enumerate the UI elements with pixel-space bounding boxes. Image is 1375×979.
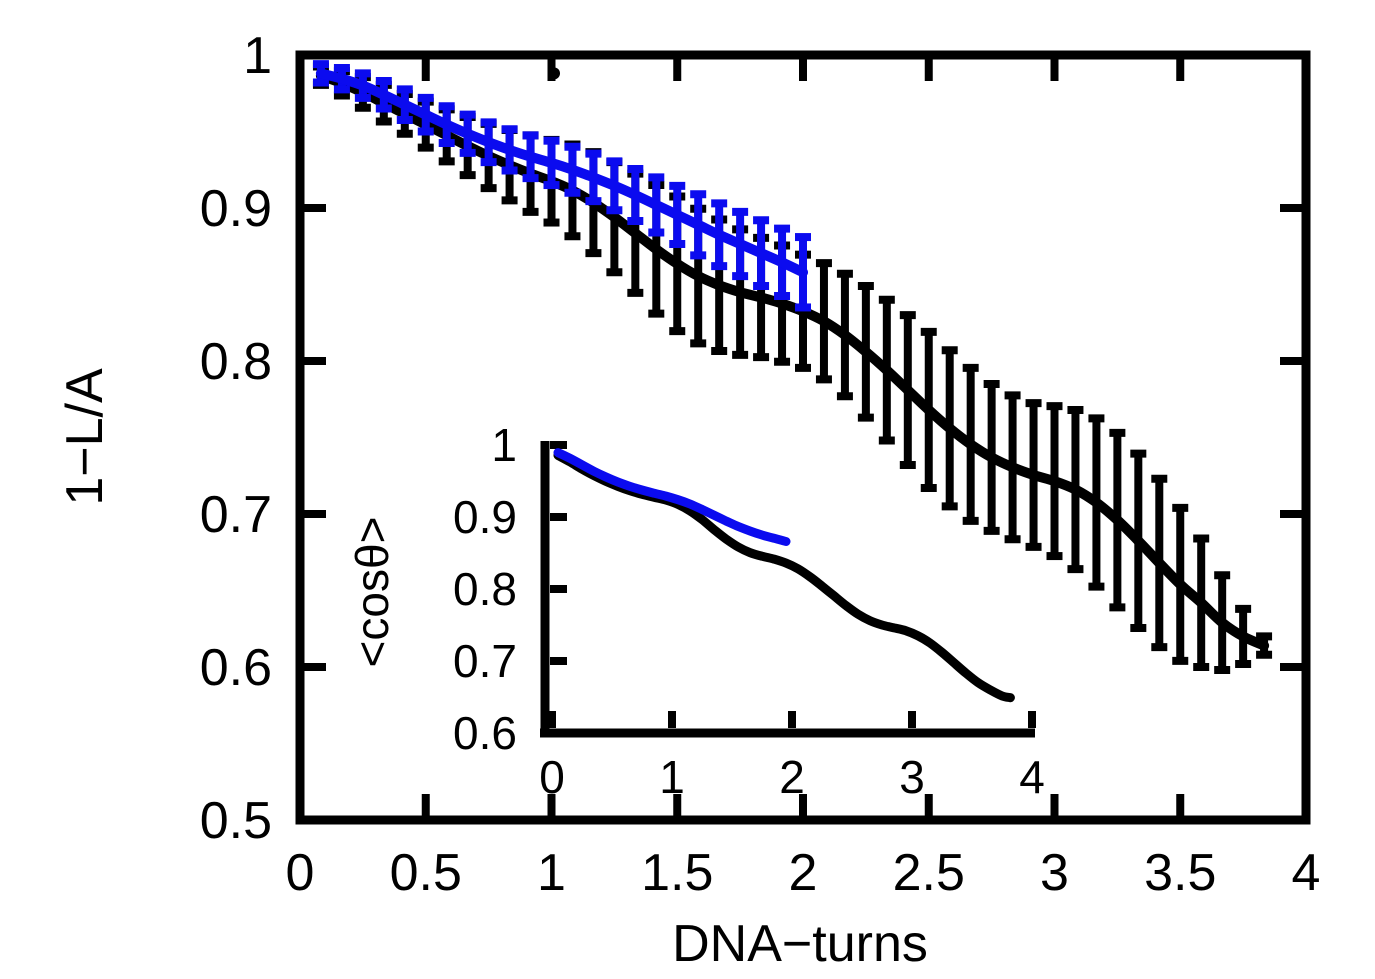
main-x-tick-label: 3 [1040, 844, 1069, 902]
blue-errorbar-series-line [315, 68, 808, 278]
inset-blue-line [553, 448, 791, 546]
stray-point [548, 67, 561, 80]
inset-y-tick-label: 0.9 [453, 491, 517, 543]
main-x-axis-label: DNA−turns [672, 915, 928, 973]
inset-plot: 0 1 2 3 4 0.6 0.7 0.8 0.9 1 [453, 419, 1045, 803]
main-y-tick-label: 0.7 [200, 486, 272, 544]
main-x-tick-label: 0.5 [390, 844, 462, 902]
inset-blue-line-line [553, 448, 791, 546]
main-y-tick-label: 0.6 [200, 639, 272, 697]
inset-y-tick-label: 0.7 [453, 635, 517, 687]
inset-x-tick-label: 2 [779, 751, 805, 803]
inset-x-tick-label: 3 [899, 751, 925, 803]
inset-black-line-line [553, 450, 1015, 703]
main-x-tick-label: 2 [789, 844, 818, 902]
main-y-tick-label: 0.9 [200, 180, 272, 238]
main-y-axis-label: 1−L/A [56, 368, 114, 506]
inset-y-tick-label: 1 [491, 419, 517, 471]
main-y-tick-label: 0.8 [200, 333, 272, 391]
inset-x-tick-label: 0 [539, 751, 565, 803]
main-plot-border [295, 50, 1311, 825]
main-y-tick-label: 0.5 [200, 792, 272, 850]
blue-errorbar-series [312, 60, 811, 312]
main-x-tick-label: 1.5 [641, 844, 713, 902]
inset-x-tick-label: 1 [659, 751, 685, 803]
main-x-tick-label: 1 [537, 844, 566, 902]
main-x-tick-label: 4 [1292, 844, 1321, 902]
main-x-tick-label: 2.5 [893, 844, 965, 902]
main-x-tick-label: 0 [286, 844, 315, 902]
main-y-tick-label: 1 [243, 27, 272, 85]
main-plot: 0 0.5 1 1.5 2 2.5 3 3.5 40.50.60.70.80.91 [200, 27, 1321, 902]
inset-x-tick-label: 4 [1019, 751, 1045, 803]
inset-y-tick-label: 0.8 [453, 563, 517, 615]
main-x-tick-label: 3.5 [1144, 844, 1216, 902]
inset-y-axis-label: <cosθ> [346, 516, 398, 668]
stray-point-marker [548, 67, 561, 80]
black-errorbar-series-line [315, 70, 1270, 651]
inset-y-tick-label: 0.6 [453, 707, 517, 759]
inset-black-line [553, 450, 1015, 703]
